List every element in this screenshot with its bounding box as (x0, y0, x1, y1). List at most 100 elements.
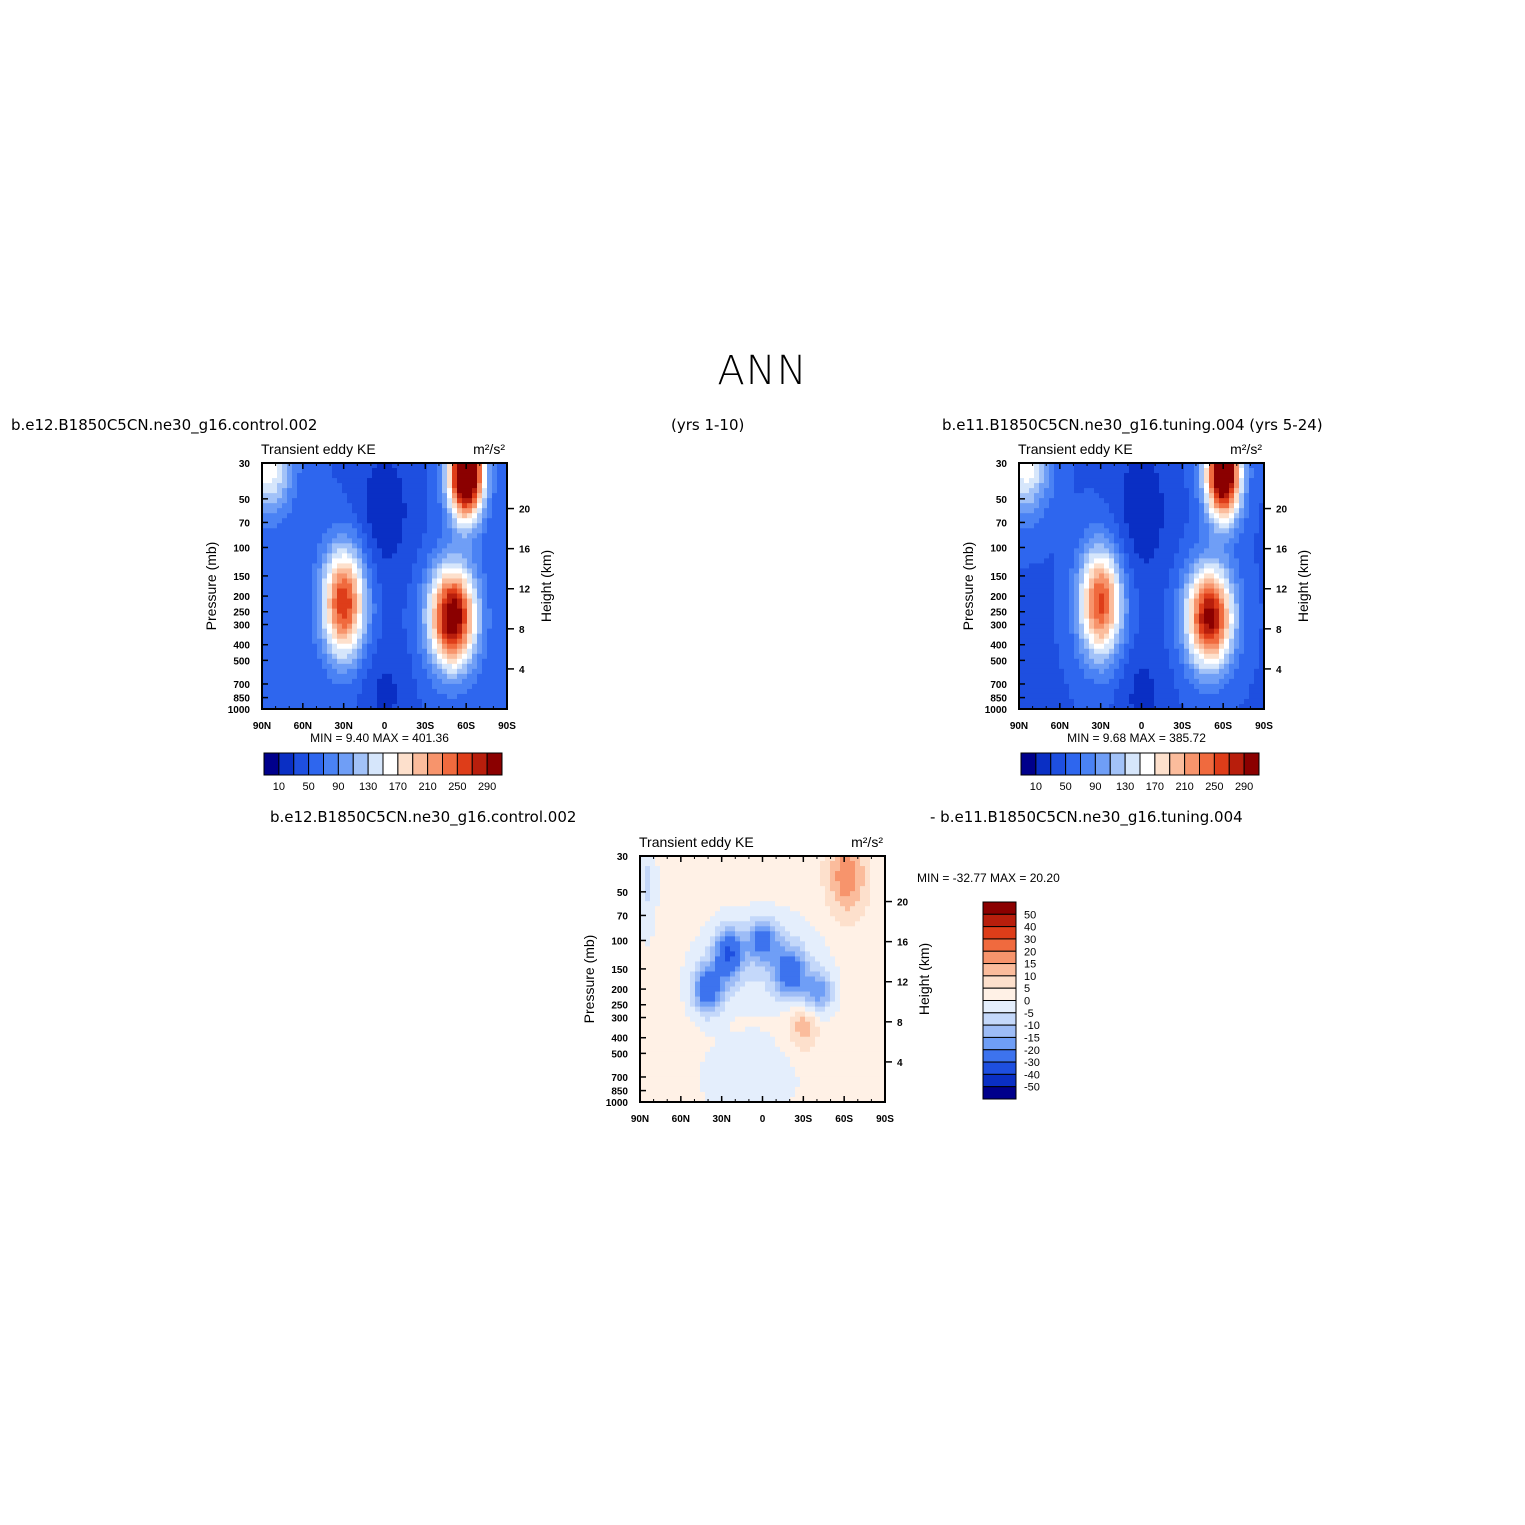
heatmap-cell (1069, 463, 1075, 469)
heatmap-cell (1134, 633, 1140, 640)
heatmap-cell (1139, 618, 1145, 625)
heatmap-cell (287, 703, 293, 710)
heatmap-cell (492, 678, 498, 685)
heatmap-cell (1204, 603, 1210, 610)
heatmap-cell (317, 463, 323, 469)
heatmap-cell (492, 573, 498, 580)
heatmap-cell (477, 543, 483, 549)
heatmap-cell (1234, 698, 1240, 705)
heatmap-cell (337, 508, 343, 514)
heatmap-cell (1144, 493, 1150, 499)
heatmap-cell (1184, 543, 1190, 549)
heatmap-cell (357, 613, 363, 620)
heatmap-cell (442, 483, 448, 489)
heatmap-cell (1204, 493, 1210, 499)
heatmap-cell (1024, 573, 1030, 580)
heatmap-cell (437, 478, 443, 484)
heatmap-cell (1094, 603, 1100, 610)
heatmap-cell (482, 623, 488, 630)
heatmap-cell (1044, 543, 1050, 549)
heatmap-cell (277, 688, 283, 695)
heatmap-cell (1254, 568, 1260, 575)
heatmap-cell (1029, 608, 1035, 615)
heatmap-cell (307, 658, 313, 665)
heatmap-cell (1069, 683, 1075, 690)
heatmap-cell (1199, 503, 1205, 509)
heatmap-cell (342, 663, 348, 670)
heatmap-cell (477, 493, 483, 499)
heatmap-cell (407, 673, 413, 680)
heatmap-cell (397, 463, 403, 469)
heatmap-cell (372, 658, 378, 665)
heatmap-cell (1034, 533, 1040, 539)
heatmap-cell (322, 513, 328, 519)
heatmap-cell (367, 648, 373, 655)
heatmap-cell (472, 608, 478, 615)
heatmap-cell (1034, 648, 1040, 655)
heatmap-cell (367, 463, 373, 469)
heatmap-cell (1119, 683, 1125, 690)
heatmap-cell (432, 568, 438, 575)
heatmap-cell (427, 463, 433, 469)
heatmap-cell (442, 538, 448, 544)
heatmap-cell (1259, 608, 1265, 615)
heatmap-cell (317, 563, 323, 570)
heatmap-cell (457, 483, 463, 489)
heatmap-cell (332, 658, 338, 665)
heatmap-cell (1064, 578, 1070, 585)
heatmap-cell (1254, 543, 1260, 549)
heatmap-cell (1244, 473, 1250, 479)
heatmap-cell (262, 498, 268, 504)
heatmap-cell (1059, 623, 1065, 630)
heatmap-cell (1044, 548, 1050, 554)
heatmap-cell (1109, 643, 1115, 650)
heatmap-cell (417, 543, 423, 549)
heatmap-cell (297, 613, 303, 620)
heatmap-cell (1049, 638, 1055, 645)
heatmap-cell (267, 488, 273, 494)
heatmap-cell (492, 663, 498, 670)
heatmap-cell (1239, 488, 1245, 494)
heatmap-cell (472, 613, 478, 620)
heatmap-cell (1244, 468, 1250, 474)
heatmap-cell (1234, 603, 1240, 610)
heatmap-cell (1079, 578, 1085, 585)
heatmap-cell (302, 548, 308, 554)
heatmap-cell (1099, 523, 1105, 529)
heatmap-cell (1054, 643, 1060, 650)
heatmap-cell (1019, 473, 1025, 479)
heatmap-cell (277, 563, 283, 570)
heatmap-cell (302, 603, 308, 610)
heatmap-cell (362, 663, 368, 670)
heatmap-cell (482, 628, 488, 635)
heatmap-cell (1129, 668, 1135, 675)
heatmap-cell (1079, 678, 1085, 685)
heatmap-cell (1069, 513, 1075, 519)
heatmap-cell (477, 633, 483, 640)
heatmap-cell (502, 653, 508, 660)
heatmap-cell (392, 523, 398, 529)
heatmap-cell (1129, 648, 1135, 655)
heatmap-cell (462, 488, 468, 494)
panel-title: Transient eddy KE (1018, 441, 1133, 457)
heatmap-cell (347, 608, 353, 615)
heatmap-cell (437, 563, 443, 570)
heatmap-cell (302, 583, 308, 590)
heatmap-cell (1044, 573, 1050, 580)
heatmap-cell (422, 698, 428, 705)
heatmap-cell (482, 613, 488, 620)
heatmap-cell (292, 483, 298, 489)
heatmap-cell (307, 593, 313, 600)
heatmap-cell (347, 648, 353, 655)
heatmap-cell (302, 623, 308, 630)
heatmap-cell (1069, 693, 1075, 700)
heatmap-cell (1054, 493, 1060, 499)
heatmap-cell (472, 548, 478, 554)
heatmap-cell (282, 648, 288, 655)
heatmap-cell (1204, 643, 1210, 650)
heatmap-cell (392, 583, 398, 590)
heatmap-cell (282, 478, 288, 484)
heatmap-cell (397, 548, 403, 554)
diff-left-label: b.e12.B1850C5CN.ne30_g16.control.002 (270, 808, 577, 826)
heatmap-cell (1079, 573, 1085, 580)
